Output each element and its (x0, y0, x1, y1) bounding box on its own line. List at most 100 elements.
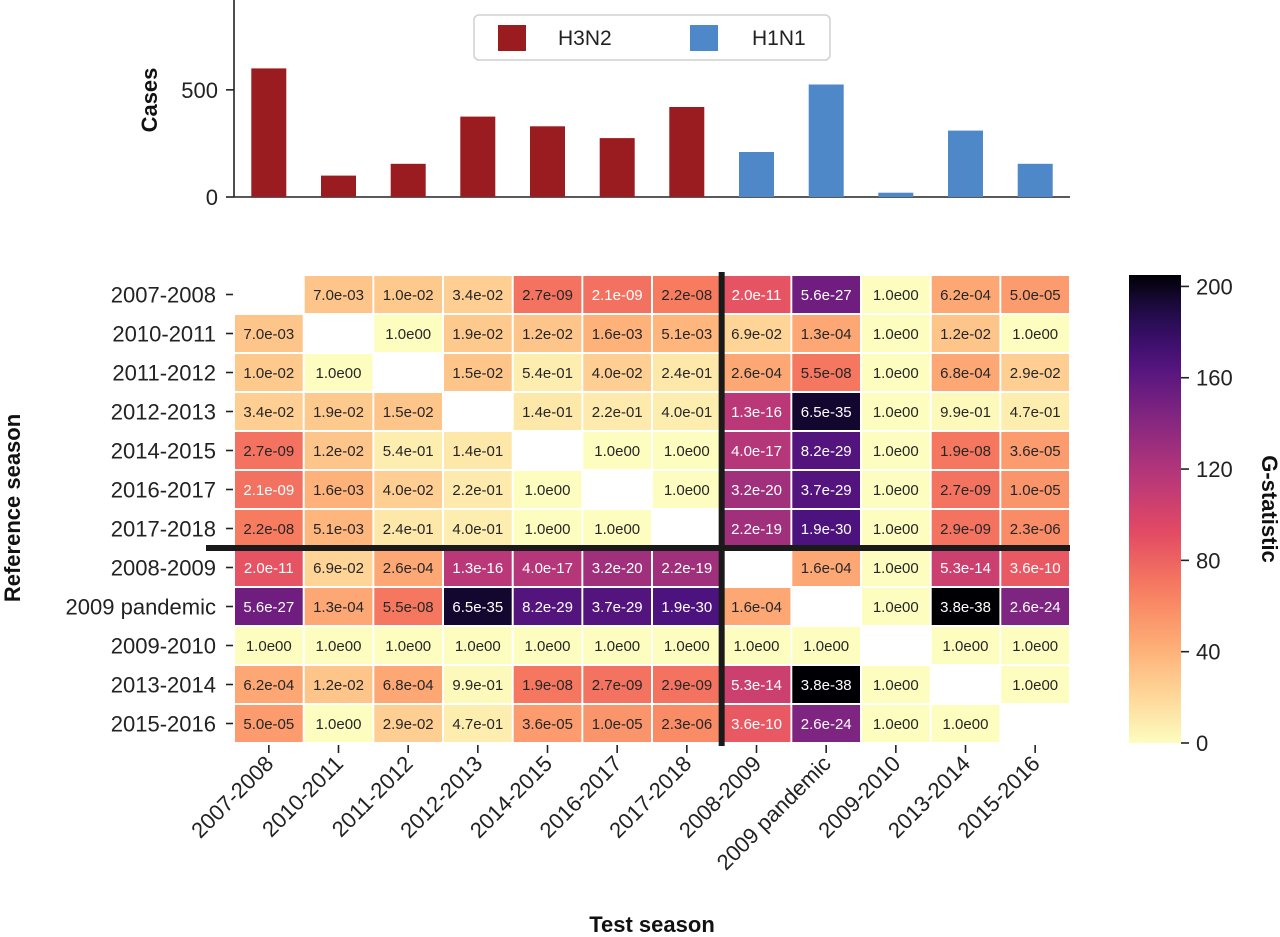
legend-label-h1n1: H1N1 (752, 27, 806, 50)
heatmap-cell-label: 5.6e-27 (801, 287, 852, 304)
heatmap-cell-label: 2.9e-02 (1010, 365, 1061, 382)
bar-2016-2017 (599, 138, 635, 197)
heatmap-cell (931, 549, 1000, 586)
heatmap-cell-label: 1.0e00 (734, 638, 780, 655)
bar-2012-2013 (460, 116, 496, 197)
heatmap-cell-label: 1.0e00 (943, 716, 989, 733)
heatmap-cell-label: 2.3e-06 (661, 716, 712, 733)
heatmap-cell-label: 1.0e00 (594, 521, 640, 538)
heatmap-dividers (206, 272, 1070, 746)
heatmap-cell-label: 1.9e-02 (313, 404, 364, 421)
heatmap-cell (722, 705, 791, 742)
heatmap-cell-label: 1.0e00 (316, 638, 362, 655)
heatmap-cell-label: 7.0e-03 (313, 287, 364, 304)
bar-2017-2018 (669, 107, 705, 197)
heatmap-cell (931, 432, 1000, 469)
heatmap-cell (862, 471, 930, 508)
heatmap-cell (792, 705, 860, 742)
heatmap-cell-label: 1.0e00 (873, 443, 919, 460)
heatmap-cell (444, 549, 512, 586)
heatmap-cell (374, 510, 442, 547)
heatmap-cell (722, 666, 791, 703)
legend-label-h3n2: H3N2 (558, 27, 612, 50)
heatmap-cell (235, 315, 303, 352)
heatmap-row-labels: 2007-2008 2010-2011 2011-2012 2012-2013 2014… (66, 283, 233, 737)
heatmap-cell (444, 315, 512, 352)
heatmap-cell-label: 1.0e-05 (592, 716, 643, 733)
colorbar-label: G-statistic (1257, 455, 1280, 563)
row-label-2016-2017: 2016-2017 (111, 478, 216, 503)
heatmap-cell (792, 354, 860, 391)
heatmap-cell-label: 2.2e-01 (592, 404, 643, 421)
colorbar-tick-label: 160 (1196, 366, 1233, 391)
heatmap-cell (513, 354, 582, 391)
heatmap-cell-label: 1.3e-16 (452, 560, 503, 577)
heatmap-cell (235, 510, 303, 547)
heatmap-cell-label: 4.0e-01 (452, 521, 503, 538)
heatmap-cell-label: 1.0e00 (455, 638, 501, 655)
bar-2011-2012 (390, 163, 426, 197)
heatmap-cell-label: 2.7e-09 (592, 677, 643, 694)
heatmap-cell (862, 510, 930, 547)
heatmap-cell-label: 6.9e-02 (731, 326, 782, 343)
heatmap-cell-label: 1.3e-04 (801, 326, 852, 343)
heatmap-cell (304, 471, 373, 508)
heatmap-cell-label: 2.6e-04 (383, 560, 434, 577)
heatmap-cell (513, 549, 582, 586)
row-label-2017-2018: 2017-2018 (111, 517, 216, 542)
heatmap-cell-label: 2.9e-02 (383, 716, 434, 733)
heatmap-cell (653, 588, 721, 625)
heatmap-cell-label: 1.0e00 (1012, 326, 1058, 343)
heatmap-cell-label: 5.5e-08 (383, 599, 434, 616)
heatmap-cell-label: 1.3e-04 (313, 599, 364, 616)
heatmap-cell (1001, 471, 1069, 508)
heatmap-cell (444, 510, 512, 547)
heatmap-cell-label: 5.6e-27 (243, 599, 294, 616)
heatmap-cell-label: 1.0e00 (873, 482, 919, 499)
heatmap-cell (444, 588, 512, 625)
heatmap-cell (513, 471, 582, 508)
heatmap-cell-label: 2.9e-09 (940, 521, 991, 538)
heatmap-cell-label: 1.0e00 (664, 443, 710, 460)
heatmap-cell-label: 3.2e-20 (731, 482, 782, 499)
heatmap-cell (513, 705, 582, 742)
bar-2010-2011 (321, 175, 356, 197)
bar-2009-2010 (878, 192, 914, 197)
heatmap-cell (931, 471, 1000, 508)
heatmap-cell-label: 2.4e-01 (661, 365, 712, 382)
colorbar: 0 40 80 120 160 200 G-statistic (1129, 274, 1280, 756)
heatmap-cell-label: 1.0e00 (873, 521, 919, 538)
heatmap-cell-label: 2.7e-09 (522, 287, 573, 304)
heatmap-cell-label: 1.0e00 (873, 287, 919, 304)
heatmap-cell-label: 2.6e-04 (731, 365, 782, 382)
heatmap-cell (583, 393, 651, 430)
heatmap-cell (583, 705, 651, 742)
row-label-2007-2008: 2007-2008 (111, 283, 216, 308)
heatmap-cell-label: 1.9e-08 (940, 443, 991, 460)
heatmap-cell (583, 315, 651, 352)
heatmap-cell (931, 315, 1000, 352)
heatmap-cell (235, 432, 303, 469)
bar-y-tick-label: 500 (181, 78, 218, 103)
heatmap-cell-label: 2.2e-08 (661, 287, 712, 304)
heatmap-cell (583, 549, 651, 586)
heatmap-cell-label: 2.2e-08 (243, 521, 294, 538)
heatmap-cell (1001, 354, 1069, 391)
heatmap-cell (235, 666, 303, 703)
heatmap-cell-label: 7.0e-03 (243, 326, 294, 343)
heatmap-cell-label: 1.0e00 (943, 638, 989, 655)
heatmap-cell-label: 1.2e-02 (313, 443, 364, 460)
colorbar-tick-label: 40 (1196, 640, 1220, 665)
heatmap-cell (444, 471, 512, 508)
heatmap: 7.0e-03 1.0e-02 3.4e-02 2.7e-09 2.1e-09 2.2e-… (0, 272, 1070, 937)
heatmap-cell (931, 705, 1000, 742)
heatmap-cell (1001, 510, 1069, 547)
heatmap-cell-label: 1.9e-30 (661, 599, 712, 616)
heatmap-cell-label: 6.8e-04 (940, 365, 991, 382)
heatmap-cell-label: 1.2e-02 (522, 326, 573, 343)
heatmap-cell (792, 471, 860, 508)
heatmap-cell-label: 5.1e-03 (661, 326, 712, 343)
heatmap-cell-label: 6.8e-04 (383, 677, 434, 694)
heatmap-cell-label: 1.0e00 (525, 482, 571, 499)
heatmap-cell (374, 705, 442, 742)
